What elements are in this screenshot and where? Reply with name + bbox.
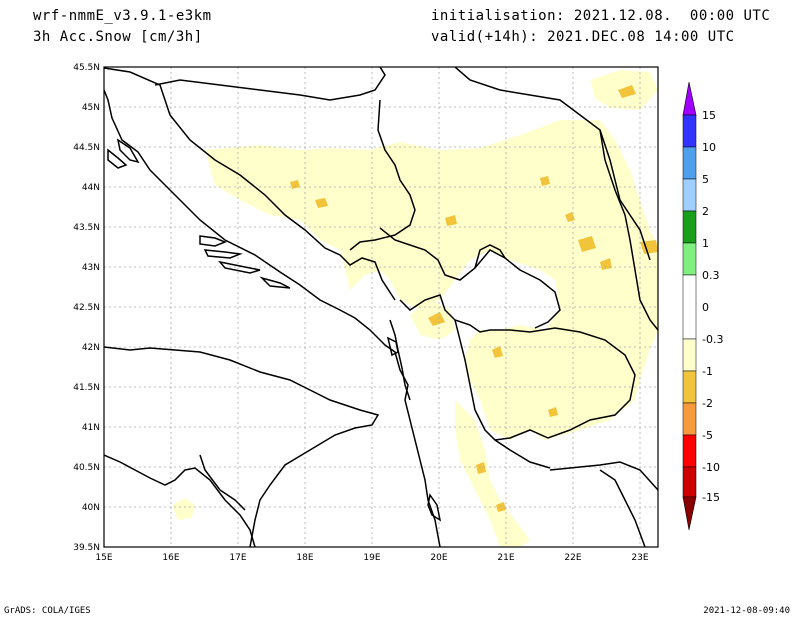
lat-tick: 41.5N: [73, 383, 100, 393]
colorbar-cell: [682, 274, 697, 340]
colorbar-label: 2: [702, 205, 709, 218]
colorbar-label: -1: [702, 365, 713, 378]
colorbar-label: 0: [702, 301, 709, 314]
colorbar-cell: [682, 338, 697, 372]
island-mljet: [259, 276, 291, 289]
lon-tick: 23E: [631, 553, 648, 563]
colorbar-cell: [682, 434, 697, 468]
map-frame: [103, 66, 659, 548]
border-drina: [349, 99, 416, 251]
snow-light-area-south: [455, 400, 530, 547]
colorbar-label: -10: [702, 461, 720, 474]
border-bosnia-serbia: [154, 67, 386, 101]
lat-tick: 43.5N: [73, 223, 100, 233]
model-name: wrf-nmmE_v3.9.1-e3km: [33, 8, 212, 24]
lon-tick: 20E: [430, 553, 447, 563]
lat-tick-labels: 45.5N 45N 44.5N 44N 43.5N 43N 42.5N 42N …: [73, 63, 100, 553]
lon-tick: 16E: [162, 553, 179, 563]
coast-albania: [389, 319, 411, 401]
map-grid: [104, 67, 658, 547]
lon-tick: 19E: [363, 553, 380, 563]
colorbar-label: 10: [702, 141, 716, 154]
island-korcula: [218, 260, 261, 274]
border-serbia-romania: [454, 67, 651, 261]
island-brac: [199, 235, 228, 247]
coast-greece: [599, 469, 646, 547]
colorbar-cell: [682, 242, 697, 276]
lon-tick: 21E: [497, 553, 514, 563]
colorbar-cell: [682, 466, 697, 498]
snow-light-area-main: [205, 120, 658, 440]
lat-tick: 41N: [82, 423, 100, 433]
lat-tick: 42N: [82, 343, 100, 353]
border-kosovo: [474, 244, 506, 269]
coastline-italy-south: [104, 454, 256, 547]
colorbar-label: 0.3: [702, 269, 720, 282]
lat-tick: 45N: [82, 103, 100, 113]
colorbar: 15 10 5 2 1 0.3 0 -0.3 -1 -2 -5 -10 -15: [682, 81, 723, 531]
island-krk: [116, 138, 140, 164]
lat-tick: 39.5N: [73, 543, 100, 553]
island-corfu: [427, 493, 442, 522]
colorbar-label: -2: [702, 397, 713, 410]
init-time: initialisation: 2021.12.08. 00:00 UTC: [431, 8, 771, 24]
colorbar-label: -0.3: [702, 333, 723, 346]
colorbar-cell: [682, 210, 697, 244]
border-bulgaria: [599, 129, 658, 331]
lon-tick: 17E: [229, 553, 246, 563]
coastline-italy: [104, 346, 380, 547]
border-albania-east: [454, 319, 551, 469]
lat-tick: 40.5N: [73, 463, 100, 473]
island-hvar: [203, 249, 243, 259]
colorbar-arrow-top: [682, 81, 697, 116]
coastline-adriatic-east: [104, 89, 441, 547]
colorbar-label: -5: [702, 429, 713, 442]
lon-tick: 18E: [296, 553, 313, 563]
border-greece: [549, 461, 658, 491]
lat-tick: 45.5N: [73, 63, 100, 73]
lat-tick: 44N: [82, 183, 100, 193]
field-name: 3h Acc.Snow [cm/3h]: [33, 29, 203, 45]
border-albania-north: [399, 294, 491, 333]
colorbar-label: 15: [702, 109, 716, 122]
border-montenegro-kosovo: [379, 227, 561, 329]
snow-light-area-west: [172, 498, 195, 520]
border-macedonia: [490, 327, 636, 441]
colorbar-label: -15: [702, 491, 720, 504]
colorbar-arrow-bottom: [682, 496, 697, 531]
snow-field: [172, 70, 658, 547]
lat-tick: 40N: [82, 503, 100, 513]
lat-tick: 42.5N: [73, 303, 100, 313]
colorbar-cell: [682, 402, 697, 436]
credit-text: GrADS: COLA/IGES: [4, 606, 91, 616]
lake-shkoder: [386, 336, 399, 357]
lon-tick-labels: 15E 16E 17E 18E 19E 20E 21E 22E 23E: [95, 553, 648, 563]
map-lines: [104, 67, 658, 547]
colorbar-cell: [682, 146, 697, 180]
lat-tick: 43N: [82, 263, 100, 273]
lon-tick: 22E: [564, 553, 581, 563]
colorbar-cell: [682, 114, 697, 148]
border-bosnia: [104, 67, 396, 301]
valid-time: valid(+14h): 2021.DEC.08 14:00 UTC: [431, 29, 735, 45]
colorbar-cell: [682, 370, 697, 404]
island-cres: [107, 148, 128, 169]
lat-tick: 44.5N: [73, 143, 100, 153]
timestamp-text: 2021-12-08-09:40: [703, 606, 790, 616]
colorbar-label: 5: [702, 173, 709, 186]
lon-tick: 15E: [95, 553, 112, 563]
coastline-gulf-taranto: [199, 454, 246, 511]
colorbar-cell: [682, 178, 697, 212]
colorbar-label: 1: [702, 237, 709, 250]
